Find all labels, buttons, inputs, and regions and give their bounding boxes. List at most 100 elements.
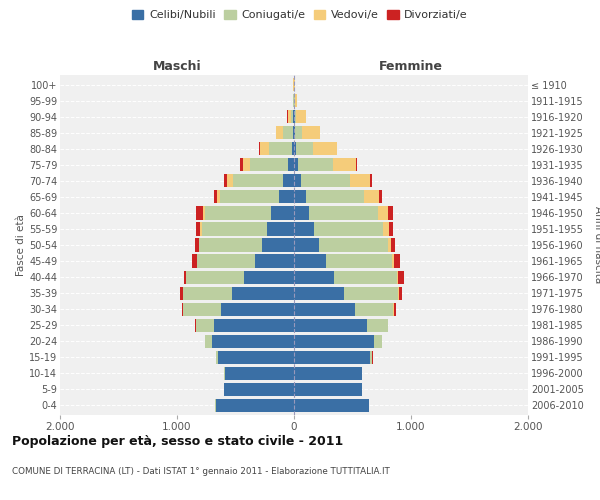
Bar [183,302,221,316]
Bar [221,302,294,316]
Bar [196,222,200,235]
Bar [196,206,203,220]
Bar [256,254,294,268]
Y-axis label: Anni di nascita: Anni di nascita [593,206,600,284]
Bar [294,302,355,316]
Bar [294,190,306,203]
Bar [294,383,362,396]
Bar [181,286,183,300]
Bar [294,174,301,188]
Bar [203,206,205,220]
Bar [355,302,394,316]
Bar [314,222,383,235]
Bar [392,254,394,268]
Bar [313,142,337,156]
Bar [269,142,292,156]
Bar [212,334,294,348]
Bar [364,190,379,203]
Bar [298,158,332,172]
Bar [294,350,370,364]
Bar [214,318,294,332]
Bar [224,383,294,396]
Bar [218,350,294,364]
Legend: Celibi/Nubili, Coniugati/e, Vedovi/e, Divorziati/e: Celibi/Nubili, Coniugati/e, Vedovi/e, Di… [128,6,472,25]
Bar [294,270,334,283]
Bar [294,142,296,156]
Bar [183,286,232,300]
Bar [216,350,218,364]
Bar [388,238,391,252]
Bar [294,254,326,268]
Bar [244,270,294,283]
Bar [196,318,214,332]
Bar [302,126,320,140]
Bar [202,222,267,235]
Text: COMUNE DI TERRACINA (LT) - Dati ISTAT 1° gennaio 2011 - Elaborazione TUTTITALIA.: COMUNE DI TERRACINA (LT) - Dati ISTAT 1°… [12,468,390,476]
Bar [220,190,279,203]
Bar [301,174,350,188]
Bar [394,254,400,268]
Bar [389,222,394,235]
Bar [391,238,395,252]
Bar [205,206,271,220]
Bar [232,286,294,300]
Text: Popolazione per età, sesso e stato civile - 2011: Popolazione per età, sesso e stato civil… [12,435,343,448]
Bar [388,206,394,220]
Bar [283,126,293,140]
Bar [319,238,388,252]
Bar [397,270,398,283]
Bar [294,366,362,380]
Bar [344,286,398,300]
Bar [370,350,373,364]
Bar [295,110,296,124]
Bar [267,222,294,235]
Bar [279,190,294,203]
Bar [379,190,382,203]
Bar [383,222,389,235]
Bar [378,206,388,220]
Bar [215,399,294,412]
Bar [367,318,388,332]
Bar [399,286,402,300]
Bar [214,190,217,203]
Bar [295,126,302,140]
Bar [217,190,220,203]
Text: Femmine: Femmine [379,60,443,74]
Bar [184,270,186,283]
Bar [294,158,298,172]
Bar [332,158,356,172]
Bar [294,286,344,300]
Bar [205,334,212,348]
Bar [242,158,250,172]
Bar [293,126,294,140]
Bar [291,110,293,124]
Y-axis label: Fasce di età: Fasce di età [16,214,26,276]
Bar [199,238,262,252]
Bar [370,174,372,188]
Bar [288,158,294,172]
Bar [326,254,392,268]
Text: Maschi: Maschi [152,60,202,74]
Bar [260,142,269,156]
Bar [394,302,395,316]
Bar [296,110,306,124]
Bar [334,270,397,283]
Bar [240,158,242,172]
Bar [294,318,367,332]
Bar [250,158,288,172]
Bar [227,174,233,188]
Bar [193,254,197,268]
Bar [294,334,374,348]
Bar [283,174,294,188]
Bar [296,142,313,156]
Bar [271,206,294,220]
Bar [292,142,294,156]
Bar [187,270,244,283]
Bar [294,206,309,220]
Bar [294,238,319,252]
Bar [262,238,294,252]
Bar [374,334,382,348]
Bar [350,174,370,188]
Bar [294,222,314,235]
Bar [200,222,202,235]
